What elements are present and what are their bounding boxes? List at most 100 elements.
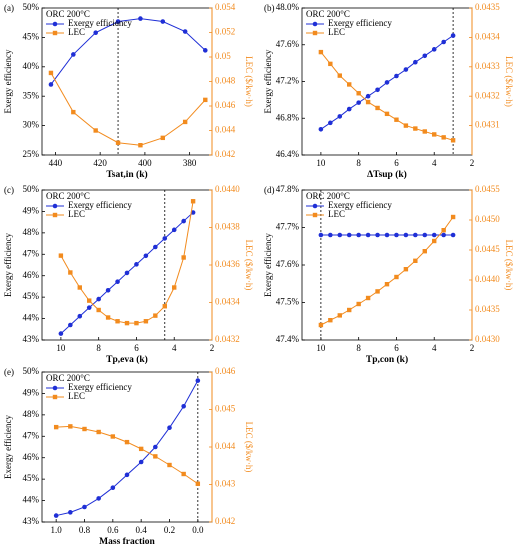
point	[115, 279, 120, 285]
point	[431, 232, 437, 238]
point	[71, 52, 76, 57]
point	[337, 232, 343, 238]
y2-tick-label: 0.0450	[475, 214, 500, 224]
x-tick-label: 0.4	[136, 525, 148, 535]
point	[68, 424, 73, 429]
point	[441, 232, 446, 238]
y2-tick-label: 0.042	[215, 149, 235, 159]
panel-label: (e)	[4, 367, 14, 377]
x-tick-label: 0.8	[79, 525, 91, 535]
y-tick-label: 44%	[23, 495, 40, 505]
point	[181, 255, 186, 260]
legend-title: ORC 200°C	[46, 373, 90, 383]
legend-marker	[52, 394, 58, 400]
y2-tick-label: 0.0433	[475, 61, 500, 71]
point	[356, 100, 361, 105]
point	[58, 253, 64, 258]
point	[203, 97, 208, 103]
point	[318, 322, 324, 328]
y-tick-label: 44%	[23, 313, 40, 323]
point	[413, 59, 418, 65]
y2-tick-label: 0.0430	[475, 334, 500, 344]
point	[403, 67, 409, 72]
y-tick-label: 30%	[23, 120, 40, 130]
legend-label: Exergy efficiency	[328, 200, 392, 210]
legend-marker	[52, 385, 58, 391]
legend-label: LEC	[68, 391, 85, 401]
point	[441, 228, 446, 233]
y-tick-label: 43%	[23, 516, 40, 526]
y2-tick-label: 0.044	[215, 441, 236, 451]
point	[53, 513, 59, 518]
legend-title: ORC 200°C	[306, 9, 350, 19]
y2-axis-label: LEC ($/kw·h)	[244, 422, 254, 473]
point	[138, 459, 144, 465]
y-tick-label: 49%	[23, 205, 40, 215]
point	[172, 285, 177, 290]
y2-tick-label: 0.05	[215, 51, 231, 61]
y2-tick-label: 0.046	[215, 366, 236, 376]
x-tick-label: 8	[356, 343, 361, 353]
point	[422, 53, 428, 59]
point	[450, 232, 456, 238]
point	[93, 30, 98, 35]
point	[318, 126, 324, 132]
point	[365, 93, 371, 99]
y-tick-label: 47%	[23, 430, 40, 440]
point	[153, 244, 158, 250]
y-tick-label: 48%	[23, 227, 40, 237]
point	[441, 39, 446, 45]
point	[337, 313, 342, 318]
point	[167, 462, 172, 468]
legend-label: Exergy efficiency	[68, 382, 132, 392]
point	[328, 120, 333, 126]
x-axis-label: Tp,eva (k)	[106, 354, 148, 365]
y-tick-label: 48%	[23, 409, 40, 419]
point	[153, 444, 158, 450]
point	[356, 91, 361, 96]
legend-label: LEC	[68, 27, 85, 37]
point	[86, 305, 92, 310]
point	[365, 232, 371, 238]
point	[96, 307, 101, 313]
y2-tick-label: 0.045	[215, 404, 236, 414]
point	[384, 111, 390, 117]
x-tick-label: 2	[470, 343, 475, 353]
x-tick-label: 10	[316, 158, 326, 168]
y2-tick-label: 0.0445	[475, 244, 500, 254]
y-tick-label: 45%	[23, 291, 40, 301]
point	[110, 485, 116, 491]
point	[375, 87, 380, 93]
x-tick-label: 0.6	[107, 525, 119, 535]
y-tick-label: 50%	[23, 366, 40, 376]
y2-tick-label: 0.0455	[475, 184, 500, 194]
point	[162, 236, 168, 241]
legend-label: Exergy efficiency	[68, 200, 132, 210]
y2-tick-label: 0.0436	[215, 259, 240, 269]
legend-marker	[312, 203, 318, 209]
point	[318, 49, 324, 55]
y-axis-label: Exergy efficiency	[263, 233, 273, 297]
y-axis-label: Exergy efficiency	[3, 233, 13, 297]
y-tick-label: 35%	[23, 90, 40, 100]
x-tick-label: 4	[432, 158, 437, 168]
point	[394, 274, 399, 280]
point	[318, 232, 324, 238]
point	[160, 135, 165, 141]
y2-tick-label: 0.052	[215, 27, 235, 37]
point	[190, 210, 196, 215]
point	[181, 403, 186, 409]
x-axis-label: ΔTsup (k)	[367, 169, 407, 180]
point	[138, 446, 144, 452]
x-tick-label: 4	[172, 343, 177, 353]
y2-tick-label: 0.044	[215, 125, 236, 135]
x-tick-label: 400	[138, 158, 152, 168]
y2-tick-label: 0.0440	[475, 274, 500, 284]
legend-marker	[52, 203, 58, 209]
x-tick-label: 6	[394, 343, 399, 353]
x-tick-label: 0.2	[164, 525, 175, 535]
point	[450, 33, 456, 38]
y2-axis-label: LEC ($/kw·h)	[244, 240, 254, 291]
legend-title: ORC 200°C	[46, 191, 90, 201]
